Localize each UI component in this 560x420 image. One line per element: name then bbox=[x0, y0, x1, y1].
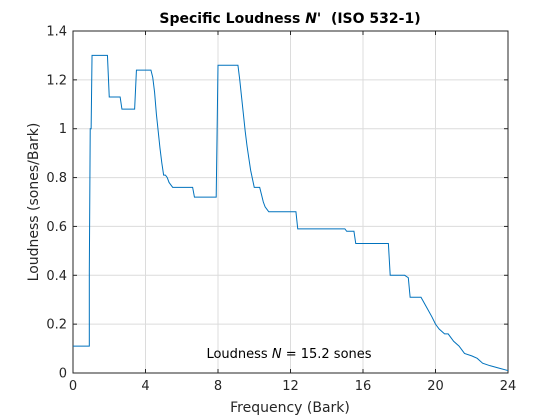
y-tick-label: 0 bbox=[59, 367, 67, 382]
x-tick-label: 16 bbox=[355, 379, 372, 394]
x-tick-label: 4 bbox=[141, 379, 149, 394]
x-tick-label: 20 bbox=[427, 379, 444, 394]
x-tick-label: 0 bbox=[69, 379, 77, 394]
y-tick-label: 0.2 bbox=[46, 318, 67, 333]
x-tick-labels: 0 4 8 12 16 20 24 bbox=[69, 379, 516, 394]
y-tick-label: 1.2 bbox=[46, 73, 67, 88]
y-tick-label: 0.4 bbox=[46, 269, 67, 284]
y-axis-label: Loudness (sones/Bark) bbox=[26, 123, 42, 282]
y-tick-label: 0.8 bbox=[46, 171, 67, 186]
x-tick-label: 12 bbox=[282, 379, 299, 394]
axis-ticks bbox=[72, 30, 509, 374]
x-axis-label: Frequency (Bark) bbox=[230, 400, 350, 416]
y-tick-label: 1.4 bbox=[46, 25, 67, 40]
total-loudness-annotation: Loudness N = 15.2 sones bbox=[206, 347, 371, 362]
y-tick-labels: 0 0.2 0.4 0.6 0.8 1 1.2 1.4 bbox=[46, 25, 67, 382]
chart-title: Specific Loudness N' (ISO 532-1) bbox=[159, 11, 420, 27]
y-tick-label: 1 bbox=[59, 122, 67, 137]
x-tick-label: 8 bbox=[214, 379, 222, 394]
specific-loudness-line bbox=[73, 54, 509, 372]
y-tick-label: 0.6 bbox=[46, 220, 67, 235]
x-tick-label: 24 bbox=[500, 379, 517, 394]
